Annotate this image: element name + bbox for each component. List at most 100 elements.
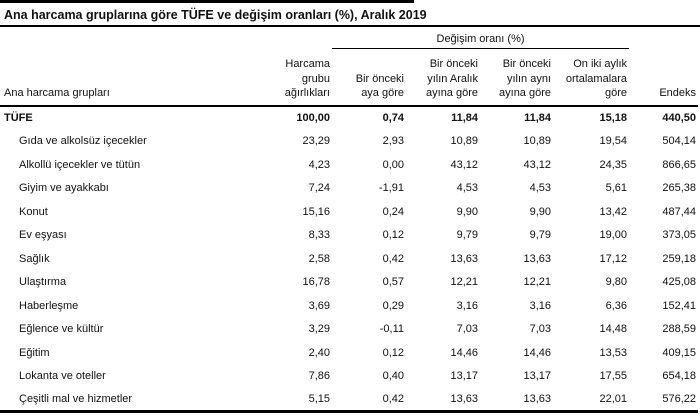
row-label: Haberleşme: [19, 299, 79, 312]
cell-vs-december: 12,21: [450, 276, 478, 289]
column-header-twelve-month-avg: On iki aylık ortalamalara göre: [553, 48, 630, 107]
cell-monthly: 0,57: [382, 276, 404, 289]
spacer-cell: [629, 28, 698, 48]
cell-monthly: 0,42: [332, 388, 406, 413]
cell-index: 288,59: [662, 323, 697, 336]
cell-vs-december: 43,12: [450, 158, 478, 171]
cell-twelve-month-avg: 6,36: [605, 299, 628, 312]
cell-twelve-month-avg: 17,55: [599, 370, 628, 383]
cell-vs-same-month: 13,63: [480, 388, 553, 413]
cell-vs-same-month: 9,79: [529, 229, 551, 242]
cell-vs-same-month: 10,89: [523, 135, 551, 148]
cell-vs-december: 3,16: [456, 299, 478, 312]
column-header-index: Endeks: [629, 48, 699, 107]
row-label: Ev eşyası: [19, 229, 67, 242]
cell-weight: 23,29: [302, 135, 330, 148]
column-header-vs-december: Bir önceki yılın Aralık ayına göre: [406, 48, 480, 107]
row-label: Gıda ve alkolsüz içecekler: [19, 135, 147, 148]
spacer-cell: [240, 28, 332, 48]
row-label: Sağlık: [19, 252, 50, 265]
cell-vs-december: 13,17: [450, 370, 478, 383]
row-label: TÜFE: [4, 112, 33, 125]
table-row: Alkollü içecekler ve tütün 4,23 0,00 43,…: [0, 153, 698, 177]
row-label: Çeşitli mal ve hizmetler: [0, 388, 240, 413]
cell-monthly: 0,40: [382, 370, 404, 383]
cell-vs-same-month: 12,21: [523, 276, 551, 289]
cell-vs-december: 10,89: [450, 135, 478, 148]
column-header-weight: Harcama grubu ağırlıkları: [240, 48, 332, 107]
cell-weight: 100,00: [296, 112, 330, 125]
cell-vs-same-month: 14,46: [523, 346, 551, 359]
cell-weight: 2,40: [308, 346, 330, 359]
cell-vs-december: 13,63: [450, 252, 478, 265]
spacer-cell: [0, 28, 240, 48]
cell-vs-december: 11,84: [451, 112, 478, 125]
table-row: Giyim ve ayakkabı 7,24 -1,91 4,53 4,53 5…: [0, 177, 698, 201]
cell-monthly: -1,91: [378, 182, 404, 195]
cell-monthly: 2,93: [382, 135, 404, 148]
table-row: Haberleşme 3,69 0,29 3,16 3,16 6,36 152,…: [0, 294, 698, 318]
table-row: Sağlık 2,58 0,42 13,63 13,63 17,12 259,1…: [0, 247, 698, 271]
cell-weight: 16,78: [302, 276, 330, 289]
cell-twelve-month-avg: 19,54: [599, 135, 628, 148]
cell-twelve-month-avg: 19,00: [599, 229, 628, 242]
cell-vs-december: 9,79: [456, 229, 478, 242]
cell-monthly: 0,29: [382, 299, 404, 312]
row-label: Eğitim: [19, 346, 50, 359]
cell-vs-same-month: 4,53: [529, 182, 551, 195]
column-header-monthly: Bir önceki aya göre: [332, 48, 406, 107]
cell-twelve-month-avg: 17,12: [599, 252, 628, 265]
cell-index: 654,18: [662, 370, 697, 383]
cell-index: 866,65: [662, 158, 697, 171]
row-label: Ulaştırma: [19, 276, 67, 289]
cell-vs-december: 13,63: [406, 388, 480, 413]
change-rate-spanner-row: Değişim oranı (%): [0, 28, 698, 49]
cell-monthly: 0,42: [382, 252, 404, 265]
cell-twelve-month-avg: 13,53: [599, 346, 628, 359]
row-label: Giyim ve ayakkabı: [19, 182, 109, 195]
cell-index: 440,50: [662, 112, 697, 125]
table-row: Ev eşyası 8,33 0,12 9,79 9,79 19,00 373,…: [0, 224, 698, 248]
cell-weight: 5,15: [240, 388, 332, 413]
table-row: Gıda ve alkolsüz içecekler 23,29 2,93 10…: [0, 130, 698, 154]
table-row: Eğlence ve kültür 3,29 -0,11 7,03 7,03 1…: [0, 318, 698, 342]
column-header-row-label: Ana harcama grupları: [0, 48, 240, 107]
row-label: Eğlence ve kültür: [19, 323, 104, 336]
cell-twelve-month-avg: 5,61: [605, 182, 628, 195]
cell-twelve-month-avg: 13,42: [599, 205, 628, 218]
cell-vs-december: 7,03: [456, 323, 478, 336]
cpi-table: Değişim oranı (%) Ana harcama grupları H…: [0, 28, 699, 413]
cell-weight: 2,58: [308, 252, 330, 265]
cell-vs-same-month: 9,90: [529, 205, 551, 218]
cell-vs-same-month: 3,16: [529, 299, 551, 312]
cell-index: 373,05: [662, 229, 697, 242]
row-label: Alkollü içecekler ve tütün: [19, 158, 141, 171]
column-header-vs-same-month: Bir önceki yılın aynı ayına göre: [480, 48, 553, 107]
cell-index: 409,15: [662, 346, 697, 359]
table-row: Eğitim 2,40 0,12 14,46 14,46 13,53 409,1…: [0, 341, 698, 365]
cell-index: 259,18: [662, 252, 697, 265]
table-row: Çeşitli mal ve hizmetler 5,15 0,42 13,63…: [0, 388, 699, 413]
cell-vs-same-month: 11,84: [524, 112, 551, 125]
row-label: Konut: [19, 205, 48, 218]
cell-monthly: 0,12: [382, 229, 404, 242]
cell-monthly: 0,00: [382, 158, 404, 171]
page-title: Ana harcama gruplarına göre TÜFE ve deği…: [4, 8, 427, 22]
cell-index: 504,14: [662, 135, 697, 148]
table-body: TÜFE 100,00 0,74 11,84 11,84 15,18 440,5…: [0, 106, 699, 413]
row-label: Lokanta ve oteller: [19, 370, 106, 383]
cell-twelve-month-avg: 22,01: [553, 388, 630, 413]
table-header: Değişim oranı (%) Ana harcama grupları H…: [0, 28, 699, 107]
cell-index: 265,38: [662, 182, 697, 195]
cell-vs-december: 4,53: [456, 182, 478, 195]
cell-vs-same-month: 7,03: [529, 323, 551, 336]
cell-index: 576,22: [629, 388, 699, 413]
cell-index: 487,44: [662, 205, 697, 218]
cell-monthly: 0,74: [382, 112, 404, 125]
title-rule: [0, 25, 700, 27]
cell-monthly: 0,12: [382, 346, 404, 359]
cell-weight: 15,16: [302, 205, 330, 218]
cell-monthly: 0,24: [382, 205, 404, 218]
cell-weight: 7,86: [308, 370, 330, 383]
